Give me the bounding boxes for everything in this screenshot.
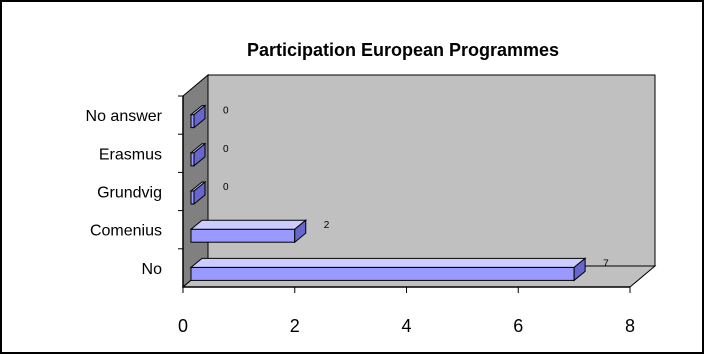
category-label: No answer [86,108,163,125]
labels: No answer Erasmus Grundvig Comenius No 0 2 4 6 8 0… [86,106,635,336]
bar-side [193,180,206,206]
plot-walls [181,73,657,289]
data-label: 0 [223,106,229,117]
bar [189,142,207,167]
category-label: Comenius [90,223,162,240]
bar-side [193,104,206,129]
x-tick-label: 2 [290,316,300,336]
bar-side [573,257,586,282]
bar [189,219,308,244]
category-label: No [142,261,163,278]
bar-front [190,228,296,243]
x-tick-label: 4 [401,316,411,336]
category-label: Grundvig [97,185,162,202]
bar-side [193,142,206,167]
bar-front [190,266,575,281]
bar-top [189,257,587,268]
x-tick-label: 0 [178,316,188,336]
bar-top [189,219,308,230]
chart-title: Participation European Programmes [247,40,559,60]
data-label: 7 [603,258,609,269]
axes [178,95,631,293]
category-label: Erasmus [99,146,162,163]
bar [189,180,207,206]
bars [189,104,587,282]
data-label: 2 [324,220,330,231]
data-label: 0 [223,144,229,155]
x-tick-label: 8 [625,316,635,336]
bar [189,104,207,129]
bar-side [294,219,307,244]
x-tick-label: 6 [513,316,523,336]
bar [189,257,587,282]
data-label: 0 [223,182,229,193]
